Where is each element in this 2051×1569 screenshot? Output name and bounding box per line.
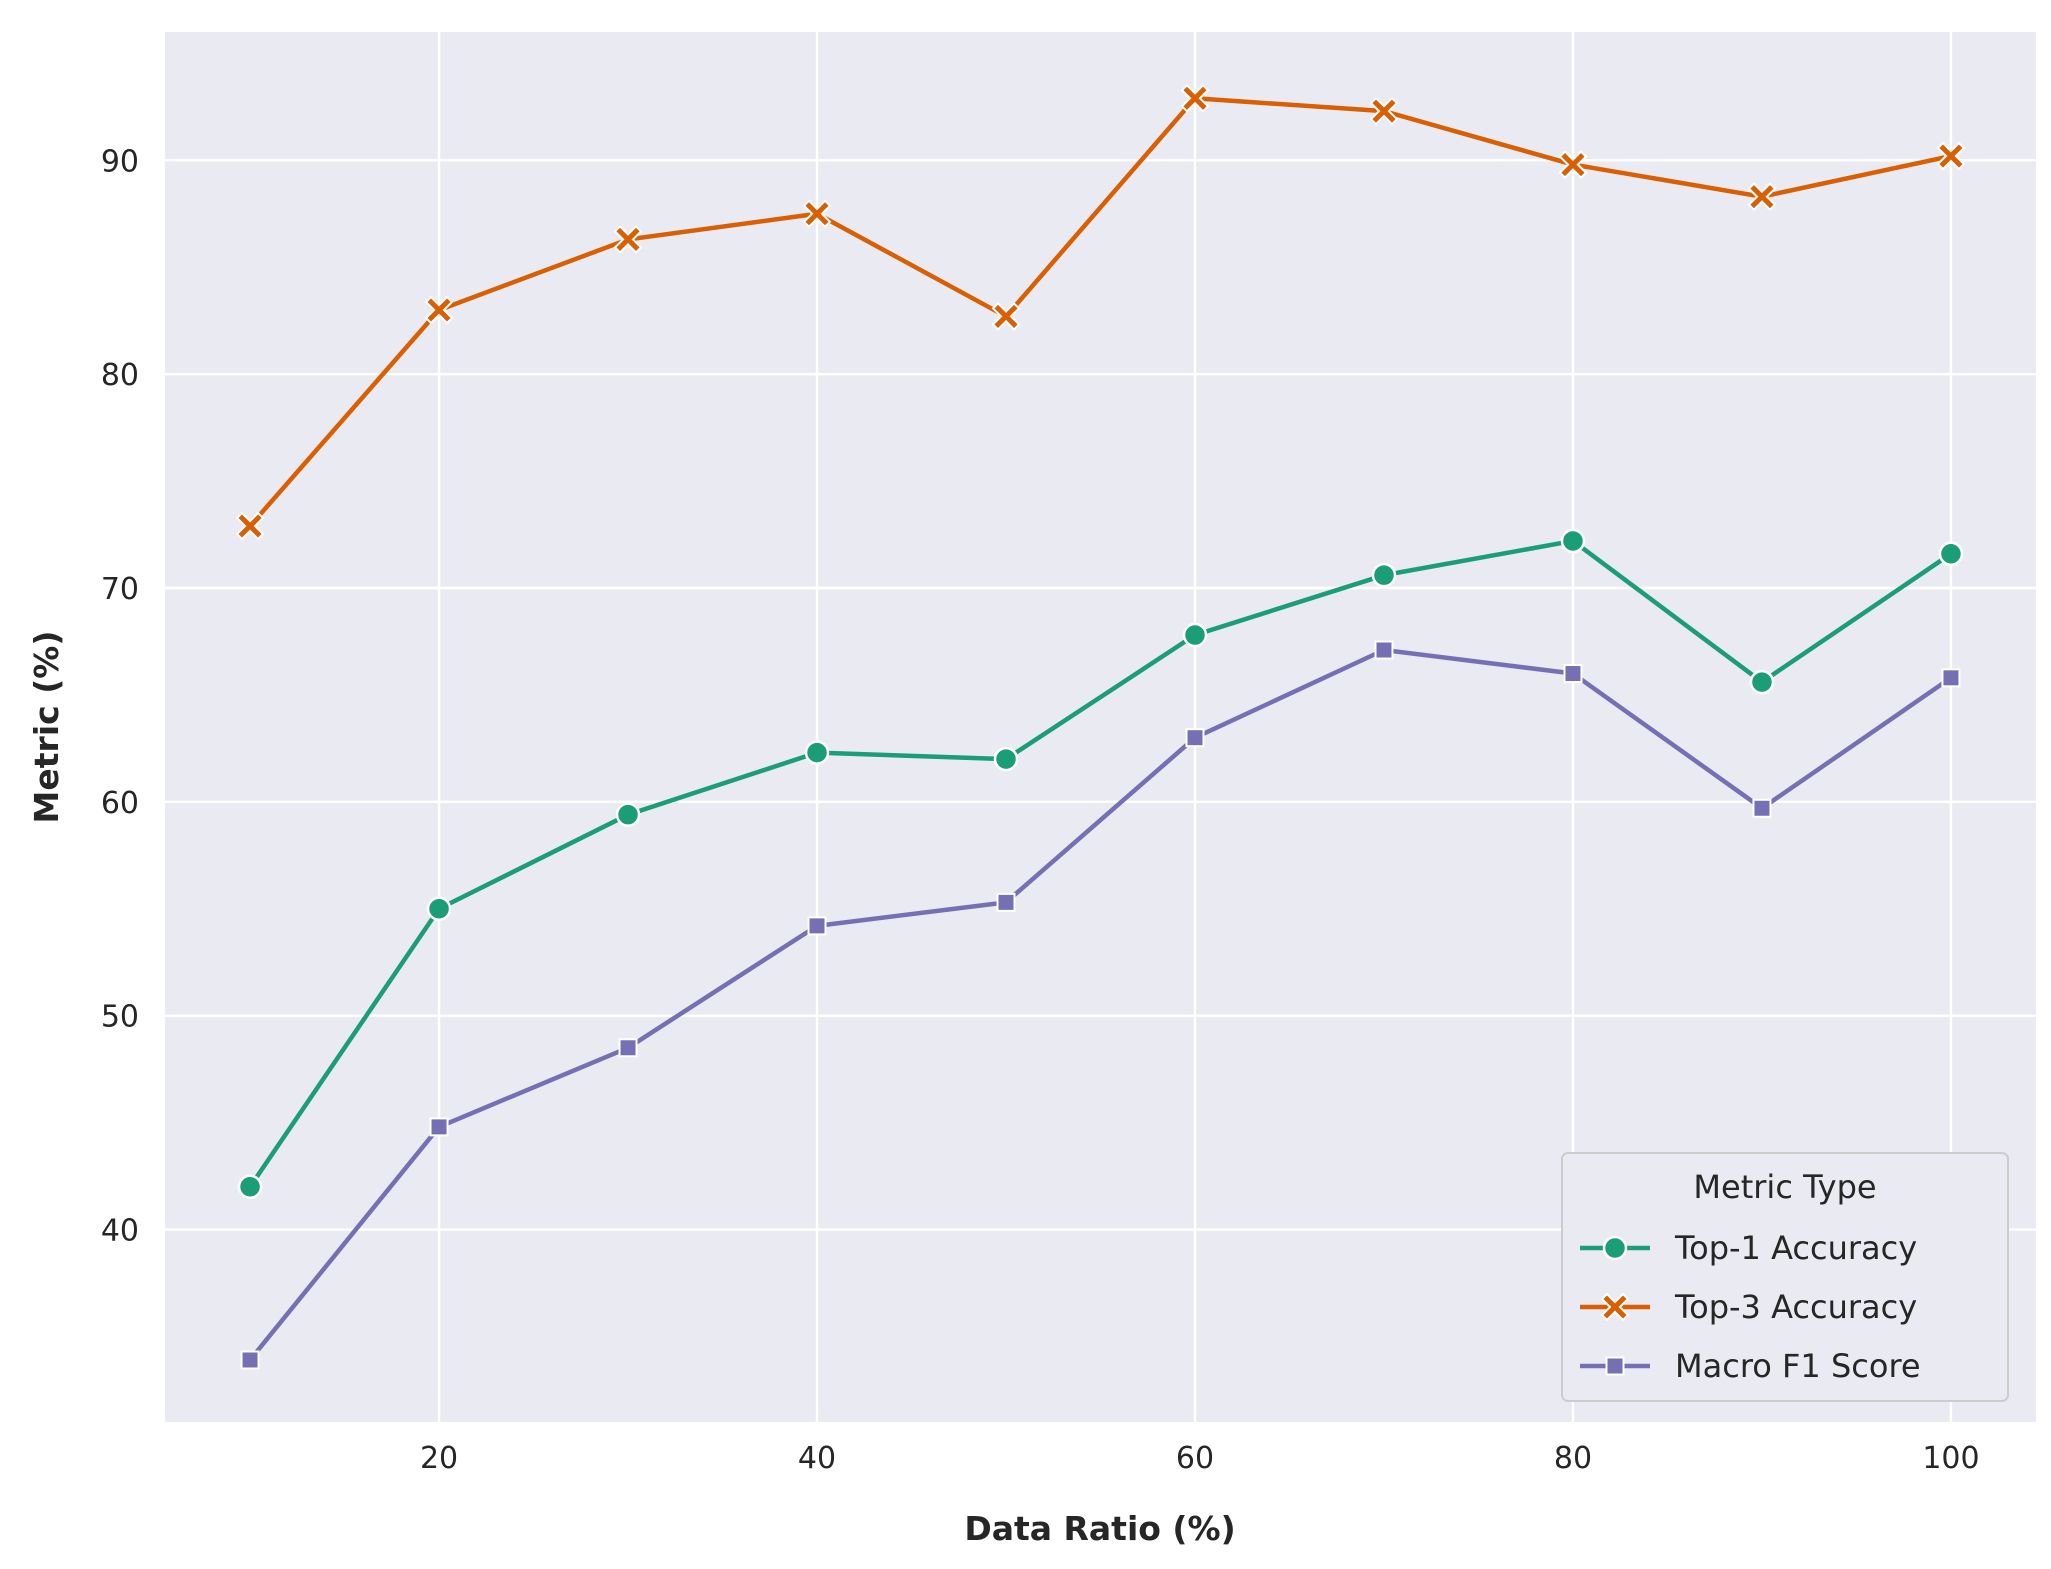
data-point bbox=[1747, 182, 1777, 212]
x-axis-label: Data Ratio (%) bbox=[964, 1509, 1235, 1548]
data-point bbox=[235, 511, 265, 541]
data-point bbox=[1749, 669, 1775, 695]
data-point bbox=[1369, 96, 1399, 126]
data-point bbox=[426, 896, 452, 922]
data-point bbox=[996, 892, 1016, 912]
data-point bbox=[991, 302, 1021, 331]
data-point bbox=[1185, 728, 1205, 748]
x-tick-label: 40 bbox=[798, 1441, 836, 1476]
series-2 bbox=[240, 640, 1961, 1370]
series-line bbox=[247, 96, 1954, 529]
data-point bbox=[1180, 83, 1210, 113]
series-line bbox=[247, 538, 1954, 1190]
y-tick-label: 40 bbox=[101, 1214, 139, 1249]
data-point bbox=[613, 225, 643, 254]
data-point bbox=[804, 740, 830, 765]
legend-marker bbox=[1600, 1292, 1630, 1322]
legend-label: Macro F1 Score bbox=[1675, 1347, 1921, 1385]
data-point bbox=[1752, 798, 1772, 818]
data-point bbox=[618, 1038, 638, 1058]
data-point bbox=[1563, 664, 1583, 684]
legend-item: Macro F1 Score bbox=[1580, 1347, 1921, 1385]
data-point bbox=[1374, 640, 1394, 660]
legend: Metric Type Top-1 Accuracy Top-3 Accuracy… bbox=[1561, 1152, 2009, 1402]
legend-marker bbox=[1602, 1235, 1628, 1261]
x-tick-label: 60 bbox=[1176, 1441, 1214, 1476]
data-point bbox=[1936, 141, 1966, 171]
legend-item: Top-1 Accuracy bbox=[1580, 1229, 1917, 1267]
data-point bbox=[424, 295, 454, 325]
x-tick-label: 80 bbox=[1554, 1441, 1592, 1476]
data-point bbox=[615, 802, 641, 827]
legend-label: Top-1 Accuracy bbox=[1674, 1229, 1917, 1267]
legend-title: Metric Type bbox=[1693, 1168, 1876, 1206]
legend-item: Top-3 Accuracy bbox=[1580, 1288, 1917, 1326]
series-layer bbox=[235, 83, 1966, 1370]
y-tick-label: 50 bbox=[101, 1000, 139, 1035]
y-axis-label: Metric (%) bbox=[27, 631, 66, 824]
data-point bbox=[1941, 668, 1961, 688]
series-1 bbox=[235, 83, 1966, 541]
data-point bbox=[1182, 622, 1208, 648]
x-tick-label: 20 bbox=[420, 1441, 458, 1476]
x-tick-labels: 20 40 60 80 100 bbox=[420, 1441, 1980, 1476]
data-point bbox=[240, 1350, 260, 1370]
data-point bbox=[993, 746, 1019, 772]
y-tick-labels: 40 50 60 70 80 90 bbox=[101, 144, 139, 1248]
y-tick-label: 60 bbox=[101, 786, 139, 821]
data-point bbox=[1558, 150, 1588, 179]
grid-lines bbox=[165, 32, 2036, 1422]
y-tick-label: 90 bbox=[101, 144, 139, 179]
data-point bbox=[429, 1117, 449, 1137]
legend-marker bbox=[1605, 1356, 1625, 1376]
x-tick-label: 100 bbox=[1922, 1441, 1979, 1476]
data-point bbox=[1938, 541, 1964, 567]
y-tick-label: 70 bbox=[101, 572, 139, 607]
series-line bbox=[247, 647, 1954, 1363]
legend-label: Top-3 Accuracy bbox=[1674, 1288, 1917, 1326]
y-tick-label: 80 bbox=[101, 358, 139, 393]
legend-box bbox=[1561, 1152, 2009, 1402]
data-point bbox=[802, 199, 832, 229]
data-point bbox=[237, 1174, 263, 1200]
series-0 bbox=[237, 528, 1964, 1200]
data-point bbox=[807, 916, 827, 936]
data-point bbox=[1371, 562, 1397, 588]
data-point bbox=[1560, 528, 1586, 554]
